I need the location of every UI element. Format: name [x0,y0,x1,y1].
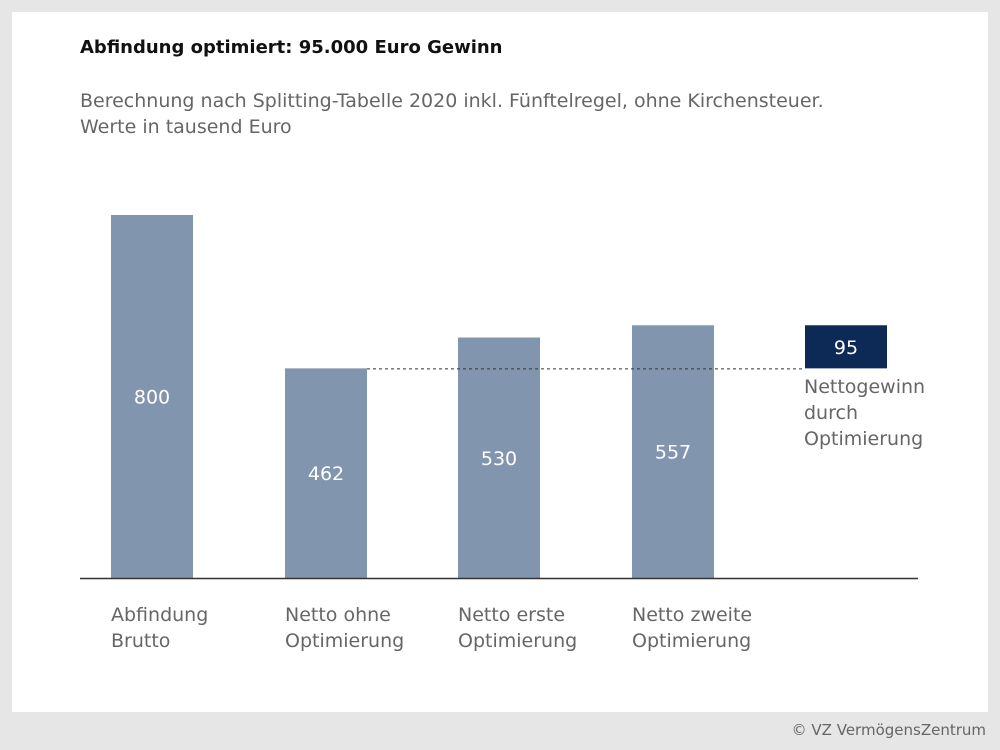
bar-value-label-2: 530 [481,448,517,470]
bar-3 [632,325,714,578]
highlight-value-label: 95 [834,337,858,359]
bar-0 [111,215,193,578]
category-label-0-line-0: Abfindung [111,604,208,626]
category-label-3-line-0: Netto zweite [632,604,752,626]
bar-value-label-3: 557 [655,442,691,464]
bar-2 [458,337,540,578]
bar-value-label-0: 800 [134,387,170,409]
bar-1 [285,368,367,578]
subtitle-line-2: Werte in tausend Euro [80,116,292,138]
category-label-1-line-0: Netto ohne [285,604,391,626]
category-label-2-line-1: Optimierung [458,630,577,652]
category-label-1-line-1: Optimierung [285,630,404,652]
highlight-annotation-line-1: durch [804,402,858,424]
highlight-annotation-line-2: Optimierung [804,428,923,450]
highlight-annotation-line-0: Nettogewinn [804,376,925,398]
subtitle-line-1: Berechnung nach Splitting-Tabelle 2020 i… [80,90,824,112]
bar-value-label-1: 462 [308,463,344,485]
highlight-gain-box [805,325,887,369]
chart-title: Abfindung optimiert: 95.000 Euro Gewinn [80,37,503,58]
chart-subtitle: Berechnung nach Splitting-Tabelle 2020 i… [80,88,824,140]
category-label-2-line-0: Netto erste [458,604,565,626]
category-label-3-line-1: Optimierung [632,630,751,652]
copyright-notice: © VZ VermögensZentrum [791,721,986,739]
category-label-0-line-1: Brutto [111,630,170,652]
